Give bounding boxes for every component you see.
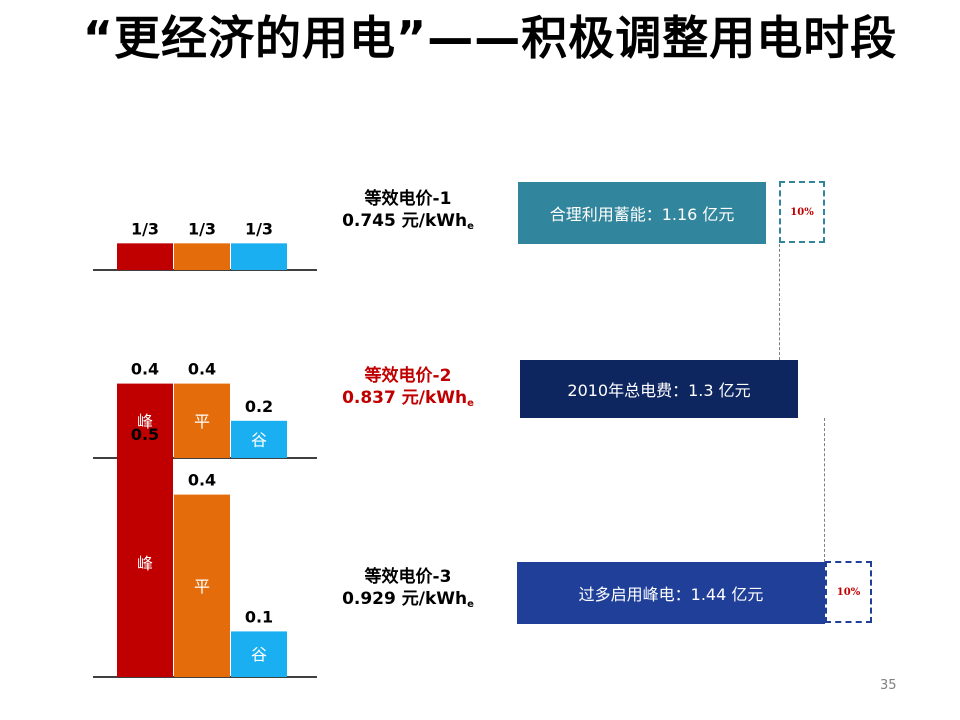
equivalent-price-1-value: 0.745 (342, 211, 396, 231)
chart-2-value-label-1: 0.4 (131, 360, 159, 379)
chart-2-category-label-1: 峰 (137, 412, 153, 431)
equivalent-price-3: 等效电价-3 0.929 元/kWhe (308, 566, 508, 616)
equivalent-price-2-unit: 元/kWh (395, 388, 468, 408)
equivalent-price-3-unit: 元/kWh (395, 589, 468, 609)
cost-bar-peak-overuse: 过多启用峰电：1.44 亿元 (517, 562, 825, 624)
chart-1-category-label-1: 峰 (137, 281, 153, 300)
equivalent-price-3-value: 0.929 (342, 589, 396, 609)
equivalent-price-2: 等效电价-2 0.837 元/kWhe (308, 365, 508, 415)
connector-line-1 (779, 244, 780, 360)
equivalent-price-1-unit: 元/kWh (395, 211, 468, 231)
extra-cost-delta-box: 10% (825, 561, 872, 623)
chart-2-value-label-3: 0.2 (245, 397, 273, 416)
chart-2-category-label-2: 平 (194, 412, 210, 431)
chart-1-price-label-3: 0.285 (245, 308, 273, 318)
chart-1-bar-1 (117, 243, 173, 270)
chart-3-value-label-2: 0.4 (188, 471, 216, 490)
chart-1-category-label-3: 谷 (251, 281, 267, 300)
chart-1-value-label-1: 1/3 (131, 219, 159, 238)
extra-cost-delta-label: 10% (836, 586, 861, 598)
chart-3-bar-2 (174, 494, 230, 677)
chart-3-bar-3 (231, 631, 287, 677)
cost-bar-storage-label: 合理利用蓄能：1.16 亿元 (549, 205, 735, 224)
page-number: 35 (880, 678, 897, 693)
chart-3-category-label-2: 平 (194, 577, 210, 596)
cost-bar-total-2010: 2010年总电费：1.3 亿元 (520, 360, 799, 418)
chart-2-value-label-2: 0.4 (188, 360, 216, 379)
chart-1-value-label-3: 1/3 (245, 219, 273, 238)
chart-1-bar-2 (174, 243, 230, 270)
chart-1-value-label-2: 1/3 (188, 219, 216, 238)
saving-delta-label: 10% (790, 206, 814, 218)
equivalent-price-1-title: 等效电价-1 (364, 189, 452, 209)
chart-2-bar-3 (231, 420, 287, 458)
chart-1-price-label-1: 1.202 (131, 308, 159, 318)
cost-bar-total-2010-label: 2010年总电费：1.3 亿元 (567, 381, 751, 400)
equivalent-price-1-sub: e (467, 221, 474, 232)
chart-2-bar-2 (174, 383, 230, 458)
equivalent-price-3-sub: e (467, 599, 474, 610)
cost-bar-peak-overuse-label: 过多启用峰电：1.44 亿元 (578, 585, 764, 604)
chart-2-category-label-3: 谷 (251, 430, 267, 449)
chart-1-price-label-2: 0.749 (188, 308, 216, 318)
cost-bar-storage: 合理利用蓄能：1.16 亿元 (518, 182, 767, 244)
chart-1-bar-3 (231, 243, 287, 270)
chart-3-bar-1 (117, 449, 173, 677)
chart-3-category-label-1: 峰 (137, 554, 153, 573)
equivalent-price-2-value: 0.837 (342, 388, 396, 408)
chart-2-bar-1 (117, 383, 173, 458)
equivalent-price-2-title: 等效电价-2 (364, 366, 452, 386)
equivalent-price-1: 等效电价-1 0.745 元/kWhe (308, 188, 508, 238)
equivalent-price-2-sub: e (467, 398, 474, 409)
connector-line-2 (824, 418, 825, 562)
chart-3-value-label-3: 0.1 (245, 607, 273, 626)
saving-delta-box: 10% (779, 181, 825, 243)
slide-title: “更经济的用电”——积极调整用电时段 (82, 11, 898, 65)
equivalent-price-3-title: 等效电价-3 (364, 567, 452, 587)
chart-3-value-label-1: 0.5 (131, 425, 159, 444)
chart-1-category-label-2: 平 (194, 281, 210, 300)
chart-3-category-label-3: 谷 (251, 645, 267, 664)
